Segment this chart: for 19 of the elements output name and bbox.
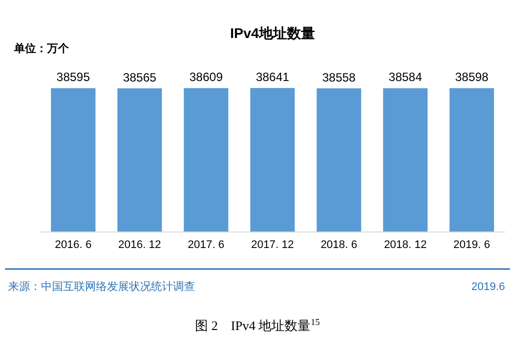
x-tick-label: 2016. 6 <box>54 239 92 251</box>
x-tick-label: 2018. 12 <box>384 239 427 251</box>
caption: 图 2 IPv4 地址数量$^{15}$ <box>195 317 320 333</box>
data-label: 38595 <box>56 70 90 84</box>
x-tick-label: 2017. 12 <box>251 239 294 251</box>
x-tick-label: 2018. 6 <box>320 239 358 251</box>
y-axis-title: 单位：万个 <box>13 42 70 55</box>
data-label: 38598 <box>455 70 489 84</box>
x-tick-label: 2016. 12 <box>118 239 162 251</box>
data-label: 38609 <box>189 70 224 84</box>
x-tick-label: 2019. 6 <box>453 239 490 251</box>
data-label: 38641 <box>256 70 290 84</box>
text: 2019.6 <box>471 281 505 293</box>
source-note: 来源：中国互联网络发展状况统计调查 <box>8 280 195 293</box>
data-label: 38565 <box>122 70 157 84</box>
x-tick-label: 2017. 6 <box>188 239 224 251</box>
data-label: 38558 <box>322 70 356 84</box>
data-label: 38584 <box>388 70 422 84</box>
chart-title: IPv4地址数量 <box>230 25 315 41</box>
